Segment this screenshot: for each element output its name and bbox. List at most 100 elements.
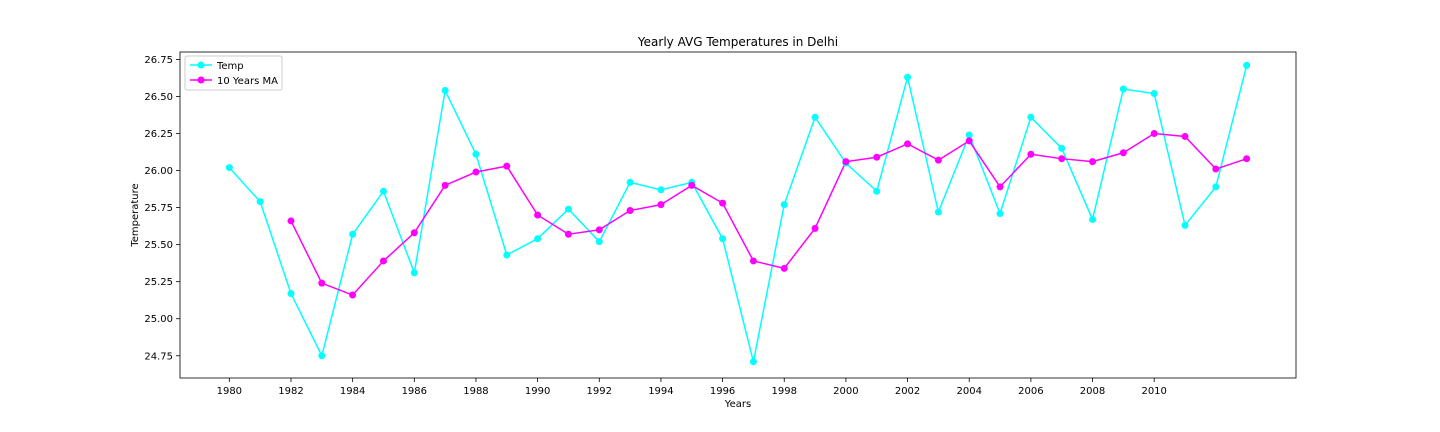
temp-point-1994 [657,186,665,194]
moving-average-point-2000 [842,158,850,166]
moving-average-point-1996 [719,199,727,207]
temp-point-2010 [1150,89,1158,97]
moving-average-point-1998 [780,264,788,272]
x-tick-label: 1982 [278,386,303,397]
temp-point-1987 [441,87,449,95]
temp-point-1984 [349,230,357,238]
y-tick-label: 26.25 [144,129,173,140]
temp-point-1991 [564,205,572,213]
x-tick-label: 2004 [956,386,981,397]
moving-average-point-2008 [1089,158,1097,166]
plot-area [179,51,1297,379]
moving-average-series-line [290,132,1247,296]
temp-point-1996 [719,235,727,243]
moving-average-point-1993 [626,207,634,215]
x-tick-label: 1998 [772,386,797,397]
moving-average-point-2004 [965,137,973,145]
y-tick-label: 25.75 [144,203,173,214]
chart-title: Yearly AVG Temperatures in Delhi [637,35,838,49]
y-tick-label: 24.75 [144,351,173,362]
x-tick-label: 1988 [463,386,488,397]
moving-average-point-1986 [410,229,418,237]
x-axis: 1980 1982 1984 1986 1988 1990 1992 1994 1996 1998… [217,378,1167,397]
moving-average-point-2003 [934,156,942,164]
y-tick-label: 25.50 [144,240,173,251]
moving-average-point-2010 [1150,130,1158,137]
temp-point-1997 [749,358,757,366]
moving-average-point-2013 [1243,155,1251,163]
moving-average-point-2002 [904,140,912,148]
y-tick-label: 26.50 [144,92,173,103]
moving-average-point-1987 [441,181,449,189]
x-tick-label: 1990 [525,386,550,397]
temp-point-1983 [318,352,326,360]
moving-average-point-1984 [349,291,357,299]
temp-point-2006 [1027,113,1035,121]
temp-point-2005 [996,210,1004,218]
temp-point-1986 [410,269,418,277]
moving-average-point-2006 [1027,150,1035,158]
temp-point-2008 [1089,215,1097,223]
y-tick-label: 26.75 [144,55,173,66]
temp-point-1980 [225,164,233,172]
x-tick-label: 2008 [1080,386,1105,397]
moving-average-point-2012 [1212,165,1220,173]
temp-point-2003 [934,208,942,216]
moving-average-point-2007 [1058,155,1066,163]
temp-point-1990 [534,235,542,243]
temp-point-1993 [626,178,634,186]
y-tick-label: 26.00 [144,166,173,177]
temp-point-2013 [1243,61,1251,69]
y-tick-label: 25.25 [144,277,173,288]
moving-average-point-1999 [811,224,819,232]
x-tick-label: 1992 [587,386,612,397]
moving-average-point-1994 [657,201,665,209]
temp-point-1981 [256,198,264,206]
temp-point-1999 [811,113,819,121]
moving-average-point-1982 [287,217,295,225]
temp-point-2011 [1181,221,1189,229]
y-tick-label: 25.00 [144,314,173,325]
legend-ma-label: 10 Years MA [217,76,278,87]
temp-point-2009 [1119,85,1127,93]
temp-point-1998 [780,201,788,209]
moving-average-point-2011 [1181,132,1189,140]
legend-temp-label: Temp [216,61,244,72]
temp-point-1982 [287,290,295,298]
x-tick-label: 2002 [895,386,920,397]
moving-average-point-1995 [688,181,696,189]
temp-point-2012 [1212,183,1220,191]
y-axis: 24.75 25.00 25.25 25.50 25.75 26.00 26.25 26.50… [144,55,180,362]
moving-average-point-1983 [318,279,326,287]
temp-point-2007 [1058,144,1066,152]
temp-point-1992 [595,238,603,246]
x-tick-label: 1996 [710,386,735,397]
x-tick-label: 1980 [217,386,242,397]
x-axis-label: Years [724,399,751,410]
temp-point-2004 [965,131,973,139]
temp-point-2001 [873,187,881,195]
x-tick-label: 2010 [1141,386,1166,397]
x-tick-label: 2000 [833,386,858,397]
moving-average-point-1991 [564,230,572,238]
temp-point-1985 [379,187,387,195]
x-tick-label: 1994 [648,386,673,397]
moving-average-point-1988 [472,168,480,176]
series-points [225,61,1251,366]
moving-average-point-1985 [379,257,387,265]
y-axis-label: Temperature [130,183,141,247]
temp-point-1989 [503,251,511,259]
moving-average-point-1990 [534,211,542,219]
moving-average-point-2001 [873,153,881,161]
moving-average-point-2009 [1119,149,1127,157]
x-tick-label: 1984 [340,386,365,397]
temp-point-2002 [904,73,912,81]
legend-ma-marker [197,76,205,84]
x-tick-label: 1986 [402,386,427,397]
moving-average-point-1989 [503,162,511,170]
legend: Temp 10 Years MA [184,55,283,91]
temp-series-line [228,65,1248,362]
moving-average-point-1997 [749,257,757,265]
legend-temp-marker [197,61,205,69]
